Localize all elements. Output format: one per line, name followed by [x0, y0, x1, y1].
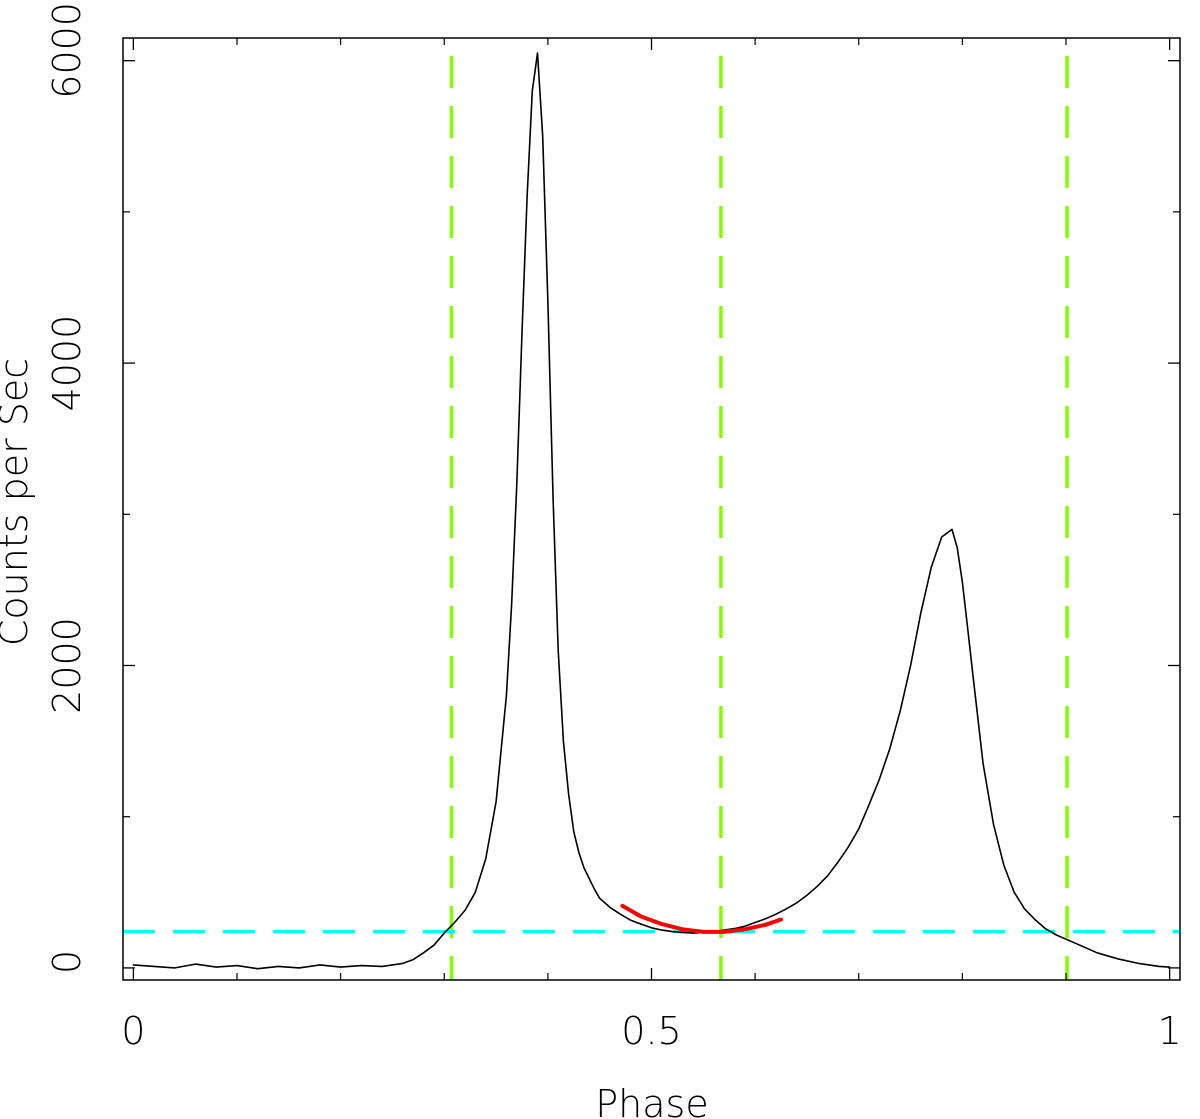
y-tick-label: 4000	[45, 315, 89, 412]
plot-frame	[122, 37, 1181, 981]
x-axis-title: Phase	[595, 1082, 708, 1119]
series-layer	[132, 52, 1171, 970]
y-tick-label: 6000	[45, 2, 89, 99]
reference-lines	[123, 56, 1180, 980]
y-axis-title: Counts per Sec	[0, 358, 36, 646]
x-tick-labels: 0 0.5 1	[121, 1009, 1181, 1053]
y-tick-labels: 0 2000 4000 6000	[45, 2, 89, 974]
x-tick-label: 0	[121, 1009, 145, 1053]
x-tick-label: 1	[1158, 1009, 1182, 1053]
series-line-1	[620, 903, 783, 934]
series-line-0	[132, 52, 1171, 970]
y-tick-label: 0	[45, 950, 89, 974]
x-tick-label: 0.5	[621, 1009, 681, 1053]
axis-ticks	[123, 38, 1180, 980]
y-tick-label: 2000	[45, 617, 89, 714]
